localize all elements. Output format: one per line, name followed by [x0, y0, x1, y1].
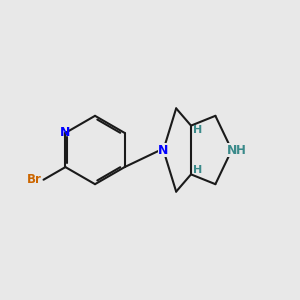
- Text: Br: Br: [27, 173, 42, 186]
- Text: N: N: [60, 125, 70, 139]
- Text: H: H: [236, 143, 246, 157]
- Text: H: H: [193, 125, 202, 135]
- Text: H: H: [193, 165, 202, 175]
- Text: N: N: [226, 143, 237, 157]
- Text: N: N: [158, 143, 169, 157]
